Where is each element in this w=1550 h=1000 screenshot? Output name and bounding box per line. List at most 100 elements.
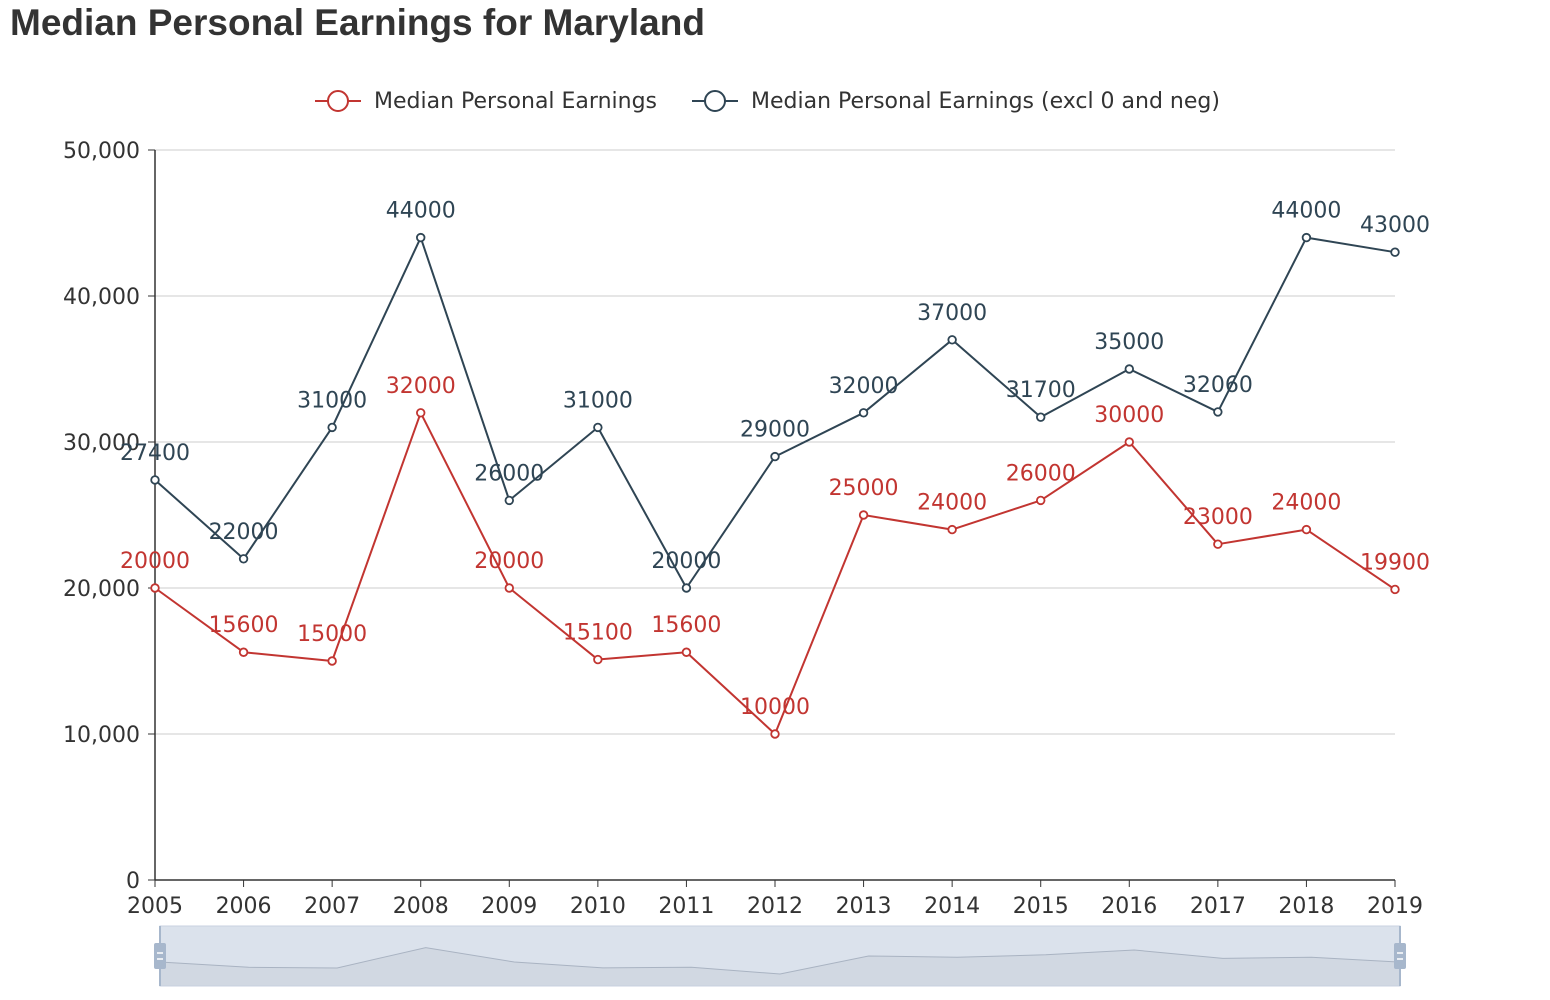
x-tick-label: 2011 <box>658 894 714 919</box>
data-point <box>1390 247 1400 257</box>
y-tick-label: 20,000 <box>63 577 140 602</box>
data-point <box>858 408 869 418</box>
data-point <box>1036 412 1046 422</box>
data-point <box>1124 364 1134 374</box>
legend-label: Median Personal Earnings (excl 0 and neg… <box>751 89 1220 114</box>
data-label: 24000 <box>917 491 987 516</box>
data-label: 24000 <box>1271 491 1341 516</box>
data-point <box>1124 437 1134 447</box>
data-point <box>150 475 160 485</box>
data-label: 35000 <box>1094 330 1164 355</box>
x-tick-label: 2006 <box>216 894 272 919</box>
zoom-handle-grip <box>1394 943 1406 969</box>
legend-marker <box>704 90 726 112</box>
x-tick-label: 2016 <box>1101 894 1157 919</box>
series-layer: 20000 15600 15000 32000 20000 15100 15600 10000… <box>120 199 1430 739</box>
data-point <box>593 654 603 665</box>
axes: 0 10,000 20,000 30,000 40,000 50,000 2005 2006 2… <box>63 139 1423 919</box>
data-label: 19900 <box>1360 550 1430 575</box>
x-tick-label: 2013 <box>836 894 892 919</box>
data-point <box>504 583 514 593</box>
x-tick-label: 2010 <box>570 894 626 919</box>
data-label: 15100 <box>563 621 633 646</box>
legend-label: Median Personal Earnings <box>374 89 657 114</box>
data-label: 23000 <box>1183 505 1253 530</box>
data-point <box>327 656 337 666</box>
data-label: 22000 <box>209 520 279 545</box>
data-label: 31000 <box>563 388 633 413</box>
data-point <box>150 583 160 593</box>
data-label: 27400 <box>120 441 190 466</box>
y-tick-label: 30,000 <box>63 431 140 456</box>
x-tick-label: 2012 <box>747 894 803 919</box>
legend-marker <box>327 90 349 112</box>
x-tick-label: 2015 <box>1013 894 1069 919</box>
series-1: 20000 15600 15000 32000 20000 15100 15600 10000… <box>120 374 1430 739</box>
x-tick-label: 2005 <box>127 894 183 919</box>
data-label: 26000 <box>1006 461 1076 486</box>
x-tick-label: 2009 <box>481 894 537 919</box>
legend-item-1[interactable]: Median Personal Earnings <box>315 89 657 114</box>
data-point <box>858 510 869 520</box>
data-point <box>681 647 692 657</box>
data-point <box>770 729 780 739</box>
data-label: 31000 <box>297 388 367 413</box>
data-point <box>416 408 426 418</box>
data-point <box>770 451 780 462</box>
data-label: 32000 <box>386 374 456 399</box>
data-zoom-slider[interactable] <box>154 925 1406 987</box>
zoom-handle-right[interactable] <box>1394 926 1406 986</box>
data-label: 29000 <box>740 418 810 443</box>
data-label: 43000 <box>1360 213 1430 238</box>
data-label: 20000 <box>474 549 544 574</box>
data-point <box>1301 524 1312 535</box>
data-label: 15600 <box>209 613 279 638</box>
y-tick-label: 50,000 <box>63 139 140 164</box>
grid-lines <box>155 149 1395 735</box>
data-point <box>593 422 603 433</box>
data-point <box>1390 584 1400 595</box>
data-point <box>1213 407 1223 417</box>
data-point <box>1036 495 1046 506</box>
zoom-preview-line <box>159 947 1401 975</box>
data-label: 15000 <box>297 622 367 647</box>
data-label: 20000 <box>120 549 190 574</box>
x-tick-label: 2019 <box>1367 894 1423 919</box>
zoom-handle-left[interactable] <box>154 926 166 986</box>
legend[interactable]: Median Personal Earnings Median Personal … <box>315 89 1220 114</box>
data-point <box>681 583 692 593</box>
data-label: 32060 <box>1183 373 1253 398</box>
x-tick-label: 2008 <box>393 894 449 919</box>
data-point <box>327 422 337 433</box>
data-label: 32000 <box>829 374 899 399</box>
x-tick-label: 2007 <box>304 894 360 919</box>
zoom-preview-area <box>160 947 1400 986</box>
data-label: 44000 <box>1271 199 1341 224</box>
data-label: 44000 <box>386 199 456 224</box>
y-tick-label: 10,000 <box>63 723 140 748</box>
data-label: 20000 <box>651 549 721 574</box>
x-tick-label: 2014 <box>924 894 980 919</box>
data-point <box>947 524 957 535</box>
data-point <box>238 647 249 657</box>
chart-title: Median Personal Earnings for Maryland <box>10 2 705 43</box>
data-label: 25000 <box>829 476 899 501</box>
data-label: 15600 <box>651 613 721 638</box>
y-tick-label: 40,000 <box>63 285 140 310</box>
y-tick-label: 0 <box>126 869 140 894</box>
x-tick-label: 2018 <box>1278 894 1334 919</box>
data-point <box>238 554 249 564</box>
data-label: 31700 <box>1006 378 1076 403</box>
data-point <box>504 495 514 506</box>
zoom-handle-grip <box>154 943 166 969</box>
data-point <box>1213 539 1223 549</box>
legend-item-2[interactable]: Median Personal Earnings (excl 0 and neg… <box>692 89 1220 114</box>
data-point <box>416 232 426 243</box>
data-label: 26000 <box>474 461 544 486</box>
data-label: 30000 <box>1094 403 1164 428</box>
data-point <box>1301 232 1312 243</box>
data-label: 37000 <box>917 301 987 326</box>
x-tick-label: 2017 <box>1190 894 1246 919</box>
data-label: 10000 <box>740 695 810 720</box>
